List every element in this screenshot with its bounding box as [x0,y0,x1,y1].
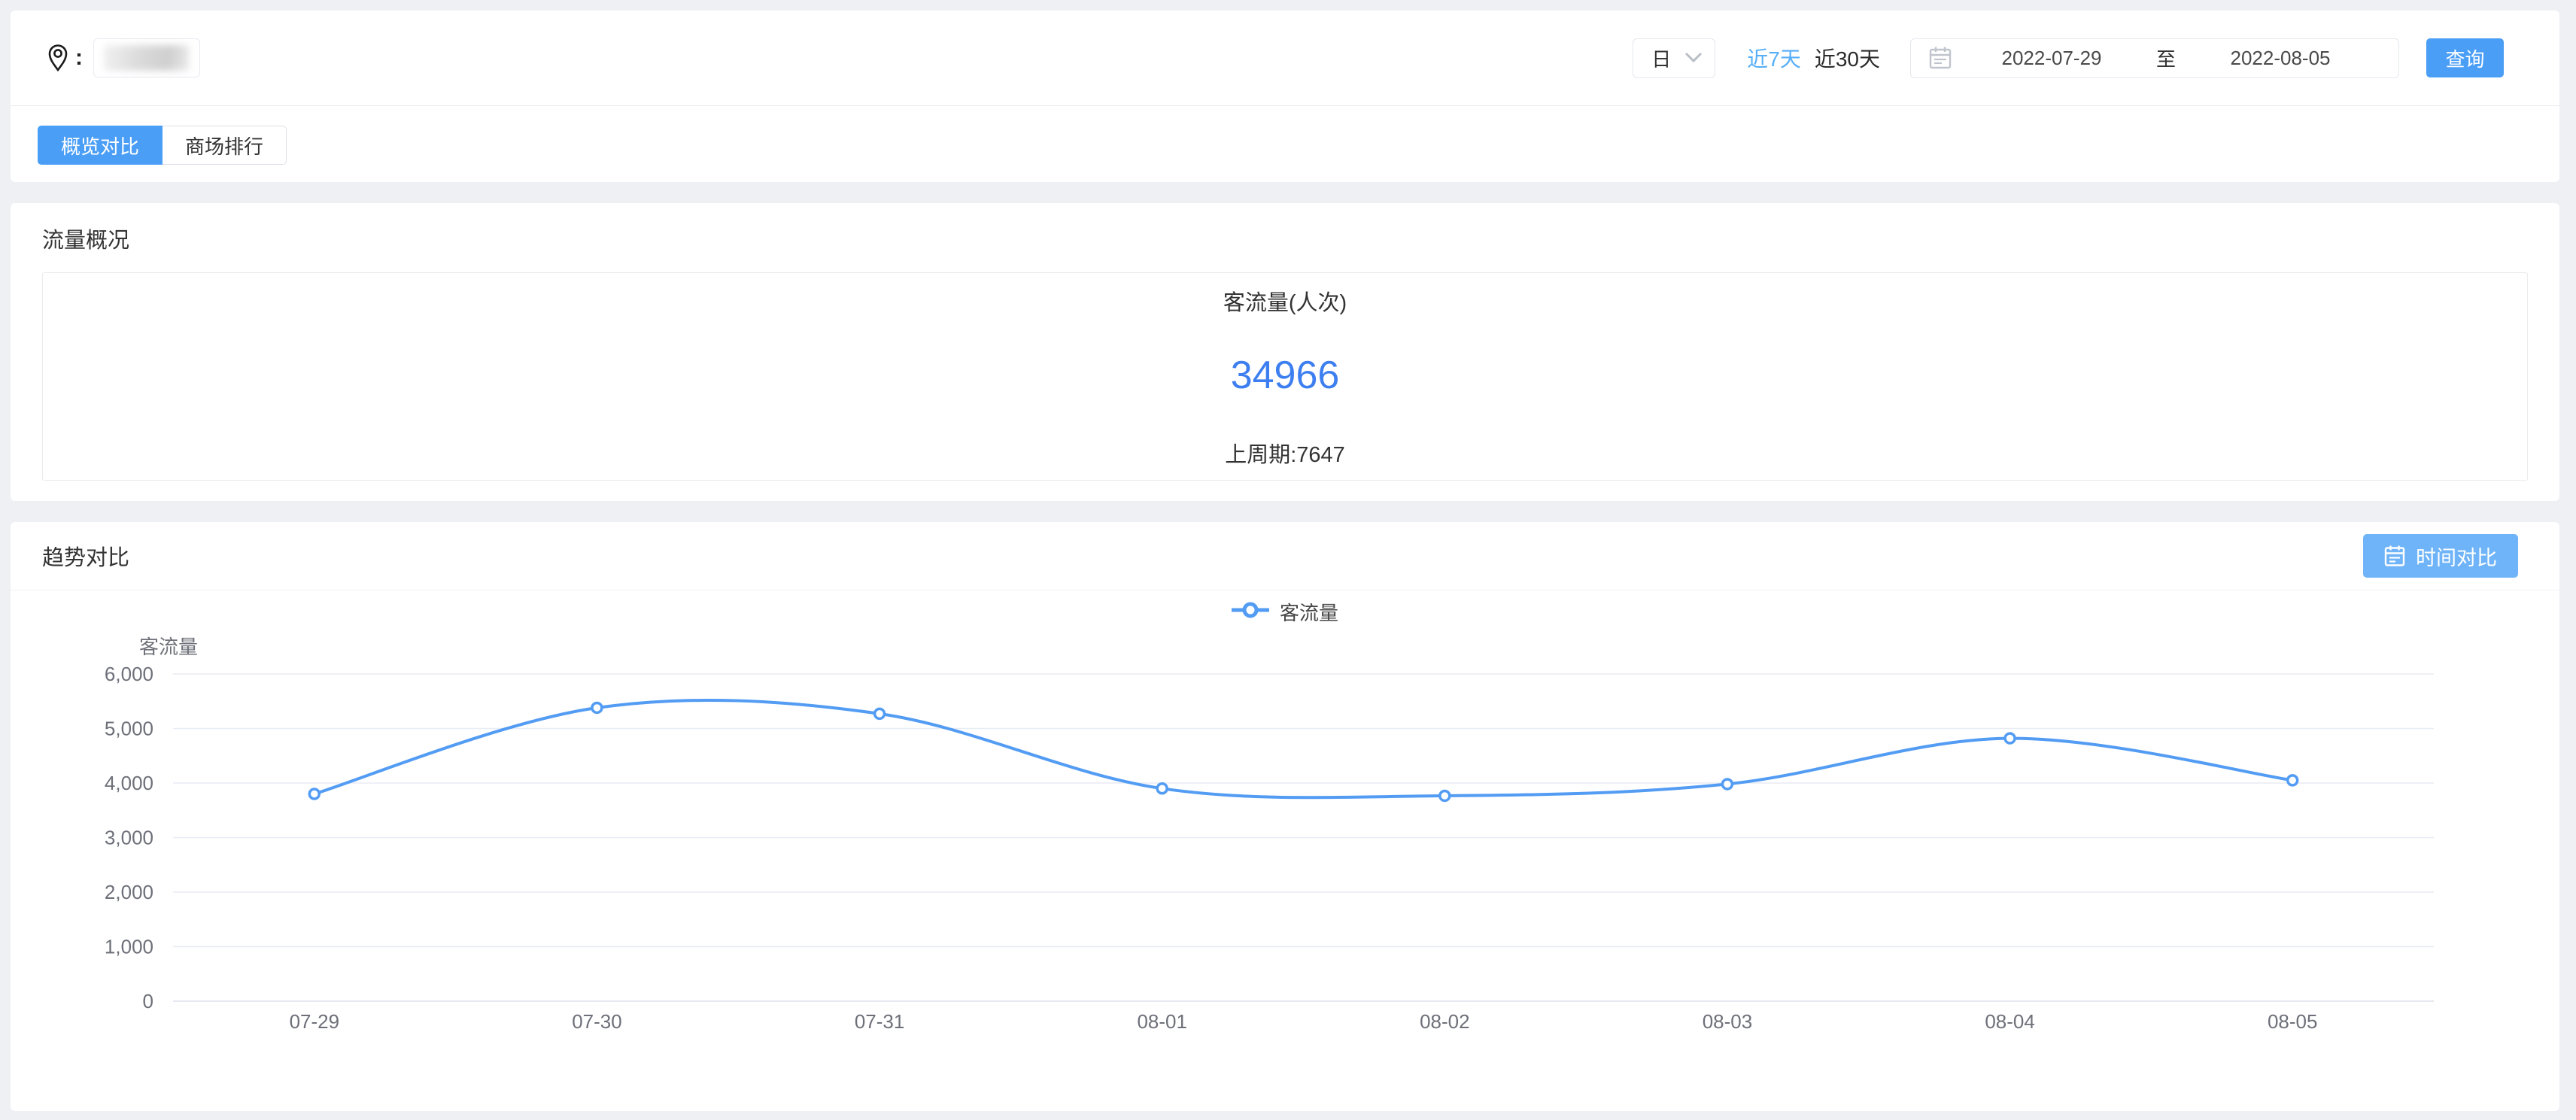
granularity-select[interactable]: 日 [1633,38,1716,78]
metric-box: 客流量(人次) 34966 上周期:7647 [42,272,2528,481]
trend-header: 趋势对比 时间对比 [11,522,2559,590]
svg-text:08-03: 08-03 [1703,1010,1753,1033]
location-select[interactable] [93,38,200,77]
trend-card: 趋势对比 时间对比 客流量 客流量 0 1,000 2,000 3,000 4,000 5,… [11,522,2559,1111]
date-start[interactable]: 2022-07-29 [2001,46,2102,69]
filter-controls-row: : 日 近7天 近30天 [11,11,2559,105]
legend-label: 客流量 [1279,601,1338,624]
calendar-icon [1929,47,1952,69]
passenger-flow-line-chart: 客流量 0 1,000 2,000 3,000 4,000 5,000 6,000 07-29 0… [105,636,2434,1033]
svg-text:6,000: 6,000 [105,663,153,685]
svg-text:08-05: 08-05 [2268,1010,2318,1033]
query-button[interactable]: 查询 [2426,38,2504,77]
svg-text:客流量: 客流量 [139,636,198,658]
svg-text:4,000: 4,000 [105,772,153,794]
svg-text:08-02: 08-02 [1420,1010,1470,1033]
svg-text:07-30: 07-30 [572,1010,622,1033]
metric-name: 客流量(人次) [1223,290,1347,315]
filter-card: : 日 近7天 近30天 [11,11,2559,182]
time-compare-label: 时间对比 [2416,546,2497,569]
location-value-redacted [105,45,189,71]
granularity-value: 日 [1651,47,1672,71]
chevron-down-icon [1685,52,1703,63]
svg-text:2,000: 2,000 [105,881,153,903]
legend-line-marker-icon [1231,602,1269,622]
svg-text:07-29: 07-29 [290,1010,340,1033]
svg-text:07-31: 07-31 [855,1010,905,1033]
tabs: 概览对比 商场排行 [11,106,2559,165]
svg-text:08-01: 08-01 [1137,1010,1187,1033]
location-colon: : [75,45,83,70]
filter-card-divider [11,105,2559,106]
traffic-overview-card: 流量概况 客流量(人次) 34966 上周期:7647 [11,203,2559,501]
metric-value: 34966 [1230,353,1340,397]
svg-text:1,000: 1,000 [105,936,153,958]
trend-title: 趋势对比 [42,546,130,570]
overview-title: 流量概况 [42,229,130,253]
metric-previous-period: 上周期:7647 [1225,442,1345,467]
date-separator: 至 [2156,47,2177,71]
location-group: : [45,38,200,77]
tab-mall-ranking[interactable]: 商场排行 [163,126,287,165]
chart-legend[interactable]: 客流量 [11,596,2559,627]
quick-range-last7days[interactable]: 近7天 [1747,47,1801,71]
quick-range-last30days[interactable]: 近30天 [1814,47,1880,71]
time-compare-button[interactable]: 时间对比 [2363,534,2518,578]
date-end[interactable]: 2022-08-05 [2230,46,2331,69]
svg-text:5,000: 5,000 [105,718,153,740]
svg-text:3,000: 3,000 [105,827,153,849]
svg-text:08-04: 08-04 [1985,1010,2035,1033]
svg-text:0: 0 [143,990,153,1012]
calendar-icon [2384,545,2405,566]
tab-overview-compare[interactable]: 概览对比 [38,126,163,165]
location-pin-icon [48,44,68,72]
date-range-picker[interactable]: 2022-07-29 至 2022-08-05 [1910,38,2399,78]
date-filter-controls: 日 近7天 近30天 2022-07-29 至 2022-08-05 [1633,38,2504,78]
